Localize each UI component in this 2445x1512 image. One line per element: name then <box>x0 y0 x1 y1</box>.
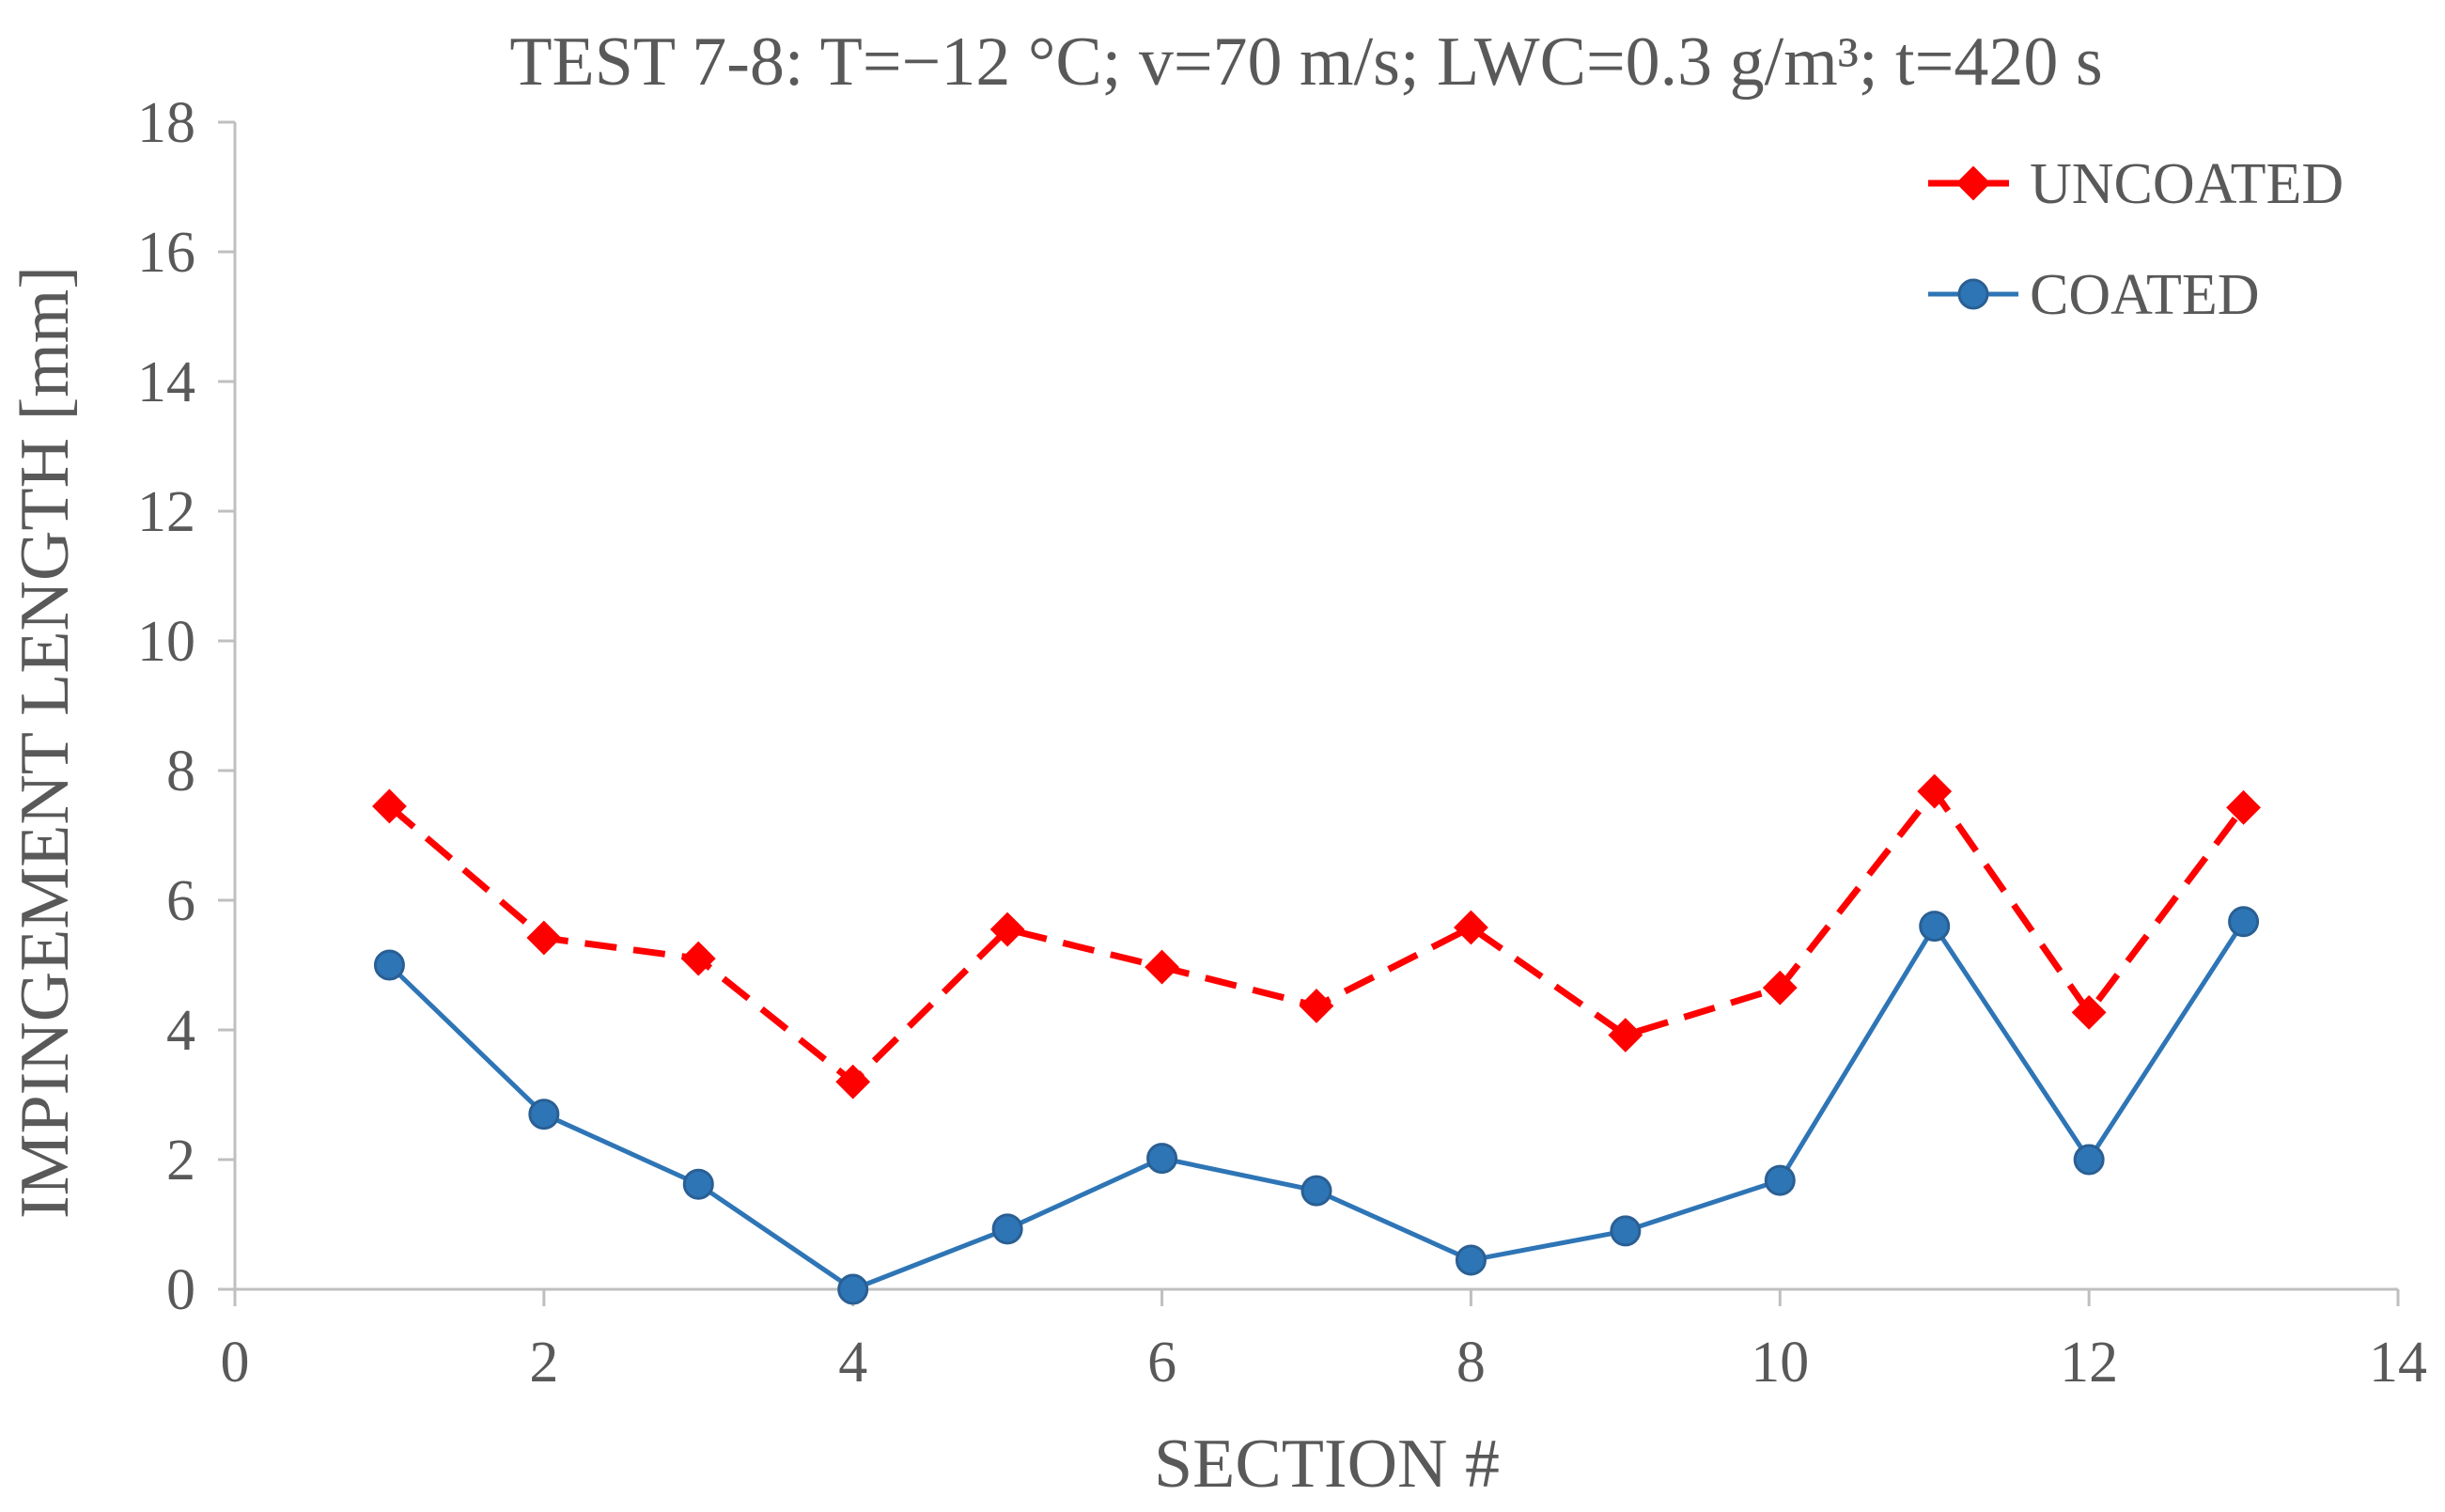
x-tick-label: 14 <box>2369 1331 2427 1395</box>
data-point-uncoated <box>526 920 562 956</box>
data-point-coated <box>528 1099 560 1130</box>
data-series <box>372 773 2261 1305</box>
legend-marker-coated <box>1957 278 1989 310</box>
legend-item-coated: COATED <box>1928 263 2260 327</box>
x-axis-title: SECTION # <box>1154 1426 1500 1503</box>
data-point-uncoated <box>1917 773 1953 809</box>
y-tick-label: 2 <box>166 1129 195 1192</box>
data-point-uncoated <box>835 1064 871 1099</box>
x-tick-label: 0 <box>221 1331 250 1395</box>
series-coated <box>373 906 2260 1305</box>
x-tick-label: 10 <box>1751 1331 1809 1395</box>
data-point-coated <box>991 1213 1023 1245</box>
x-axis-ticks: 0 2 4 6 8 10 12 14 <box>221 1289 2427 1395</box>
data-point-coated <box>2073 1144 2105 1176</box>
data-point-coated <box>373 949 405 981</box>
data-point-uncoated <box>1608 1018 1643 1052</box>
x-tick-label: 6 <box>1147 1331 1176 1395</box>
chart-title: TEST 7-8: T=−12 °C; v=70 m/s; LWC=0.3 g/… <box>509 23 2102 101</box>
y-tick-label: 14 <box>137 351 195 414</box>
legend-label-coated: COATED <box>2030 263 2260 327</box>
legend-label-uncoated: UNCOATED <box>2030 152 2344 216</box>
data-point-coated <box>1300 1175 1332 1207</box>
data-point-coated <box>1455 1244 1487 1276</box>
legend-marker-uncoated <box>1955 165 1991 201</box>
x-tick-label: 4 <box>838 1331 867 1395</box>
data-point-coated <box>1610 1215 1642 1247</box>
y-tick-label: 12 <box>137 480 195 544</box>
y-tick-label: 4 <box>166 999 195 1063</box>
data-point-uncoated <box>1299 989 1334 1023</box>
data-point-coated <box>682 1168 714 1200</box>
data-point-uncoated <box>1762 970 1798 1005</box>
data-point-coated <box>1146 1143 1178 1175</box>
data-point-uncoated <box>2071 994 2107 1030</box>
data-point-coated <box>1919 911 1951 943</box>
data-point-coated <box>2228 906 2260 938</box>
legend: UNCOATED COATED <box>1928 152 2344 327</box>
data-point-uncoated <box>2226 789 2261 825</box>
y-tick-label: 6 <box>166 869 195 933</box>
x-tick-label: 12 <box>2060 1331 2118 1395</box>
data-point-coated <box>837 1273 869 1305</box>
data-point-uncoated <box>1145 949 1179 985</box>
y-tick-label: 10 <box>137 610 195 674</box>
y-axis-title: IMPINGEMENT LENGTH [mm] <box>7 266 84 1219</box>
x-tick-label: 8 <box>1456 1331 1486 1395</box>
y-tick-label: 16 <box>137 221 195 285</box>
data-point-coated <box>1764 1164 1796 1196</box>
series-uncoated <box>372 773 2261 1099</box>
axes <box>233 122 2398 1291</box>
series-line-coated <box>387 920 2246 1292</box>
y-tick-label: 18 <box>137 91 195 155</box>
data-point-uncoated <box>1454 910 1488 945</box>
data-point-uncoated <box>680 941 716 976</box>
legend-item-uncoated: UNCOATED <box>1928 152 2344 216</box>
data-point-uncoated <box>989 912 1025 947</box>
x-tick-label: 2 <box>529 1331 558 1395</box>
series-line-uncoated <box>387 787 2247 1085</box>
y-tick-label: 0 <box>166 1258 195 1322</box>
data-point-uncoated <box>372 788 407 824</box>
y-tick-label: 8 <box>166 740 195 803</box>
y-axis-ticks: 0 2 4 6 8 10 12 14 16 18 <box>137 91 235 1322</box>
